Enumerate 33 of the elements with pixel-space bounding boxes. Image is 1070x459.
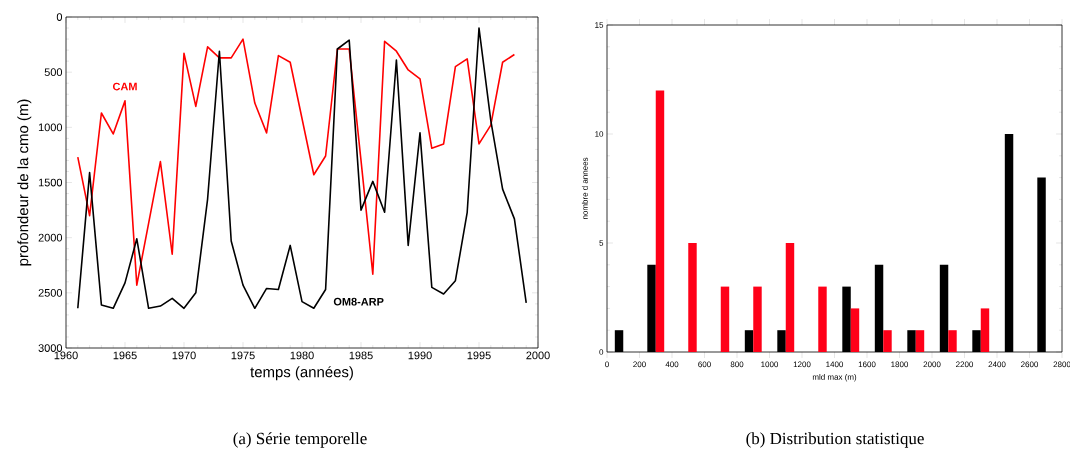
y-tick-label: 1500 bbox=[38, 178, 63, 187]
bar bbox=[688, 243, 697, 352]
x-tick-label: 1985 bbox=[349, 351, 373, 360]
y-axis-title: profondeur de la cmo (m) bbox=[17, 99, 32, 266]
y-tick-label: 500 bbox=[44, 68, 63, 77]
bar bbox=[818, 286, 827, 352]
bar bbox=[720, 286, 730, 352]
text: (a) Série temporelle bbox=[233, 432, 367, 448]
x-tick-label: 1990 bbox=[408, 351, 432, 360]
x-tick-label: 1970 bbox=[172, 351, 196, 360]
y-tick-label: 3000 bbox=[38, 344, 63, 352]
bar bbox=[850, 308, 860, 352]
x-tick-label: 2000 bbox=[526, 351, 550, 360]
series-label: CAM bbox=[112, 82, 137, 91]
x-tick-label: 1965 bbox=[113, 351, 137, 360]
y-tick-label: 1000 bbox=[38, 123, 63, 132]
bar bbox=[753, 286, 762, 352]
series-label: OM8-ARP bbox=[333, 297, 384, 306]
bar bbox=[915, 330, 925, 352]
bar bbox=[655, 90, 665, 352]
x-axis-title: temps (années) bbox=[250, 366, 353, 381]
bar bbox=[948, 330, 957, 352]
bar bbox=[785, 243, 795, 352]
x-tick-label: 1975 bbox=[231, 351, 255, 360]
x-tick-label: 1960 bbox=[54, 351, 78, 360]
y-tick-label: 0 bbox=[56, 13, 63, 21]
bar bbox=[980, 308, 990, 352]
text: (b) Distribution statistique bbox=[746, 432, 924, 448]
y-tick-label: 2000 bbox=[38, 233, 63, 242]
x-tick-label: 1980 bbox=[290, 351, 314, 360]
bar bbox=[883, 330, 892, 352]
x-tick-label: 1995 bbox=[467, 351, 491, 360]
y-tick-label: 2500 bbox=[38, 288, 63, 297]
